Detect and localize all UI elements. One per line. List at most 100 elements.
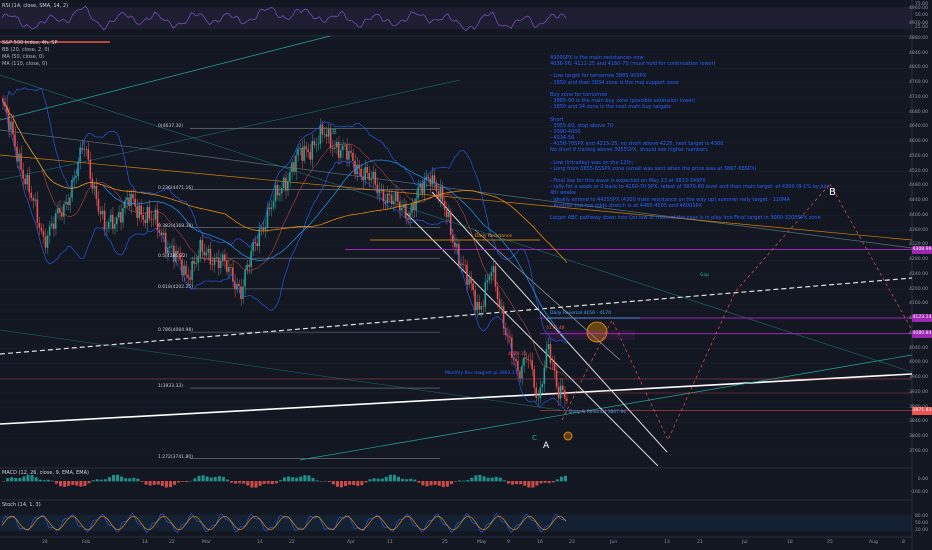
candle-body bbox=[325, 134, 328, 137]
macd-bar bbox=[217, 476, 221, 482]
candle-body bbox=[462, 263, 464, 265]
candle-body bbox=[187, 274, 189, 278]
macd-bar bbox=[360, 481, 364, 486]
fib-label: 0.382(4368.38) bbox=[158, 223, 194, 229]
macd-bar bbox=[99, 479, 103, 482]
candle-body bbox=[128, 197, 130, 207]
price-axis-label: 4960.00 bbox=[909, 6, 928, 12]
candle-body bbox=[523, 357, 525, 366]
gap-zone bbox=[545, 330, 635, 340]
candle-body bbox=[364, 167, 366, 181]
candle-body bbox=[207, 248, 210, 253]
macd-bar bbox=[352, 481, 356, 486]
candle-body bbox=[71, 179, 73, 198]
macd-pane-title[interactable]: MACD (12, 26, close, 9, EMA, EMA) bbox=[2, 470, 89, 476]
macd-bar bbox=[506, 481, 510, 484]
candle-body bbox=[242, 286, 244, 299]
candle-body bbox=[266, 207, 269, 228]
time-axis-label: 22 bbox=[169, 540, 175, 545]
target-zone bbox=[586, 321, 608, 343]
candle-body bbox=[474, 290, 476, 311]
main-pane-title[interactable]: S&P 500 Index, 4h, SP bbox=[2, 40, 58, 46]
candle-body bbox=[519, 371, 521, 379]
projection-path bbox=[561, 183, 831, 441]
price-axis-label: 4160.00 bbox=[909, 301, 928, 307]
candle-body bbox=[199, 240, 202, 257]
candle-body bbox=[50, 223, 53, 227]
candle-body bbox=[543, 367, 546, 385]
candle-body bbox=[234, 281, 236, 290]
price-axis-label: 4640.00 bbox=[909, 124, 928, 130]
macd-bar bbox=[67, 481, 71, 486]
candle-body bbox=[331, 147, 334, 149]
analysis-note[interactable]: 4300SPX is the main resistances now 4036… bbox=[550, 55, 830, 222]
candle-body bbox=[77, 161, 79, 177]
macd-bar bbox=[278, 480, 282, 482]
candle-body bbox=[274, 185, 277, 202]
ma110-legend[interactable]: MA (110, close, 0) bbox=[2, 61, 48, 67]
candle-body bbox=[56, 208, 59, 214]
macd-bar bbox=[445, 481, 449, 487]
candle-body bbox=[517, 360, 519, 372]
macd-bar bbox=[287, 476, 291, 482]
candle-body bbox=[350, 151, 352, 153]
candle-body bbox=[181, 259, 183, 276]
macd-bar bbox=[160, 481, 164, 486]
candle-body bbox=[421, 184, 423, 194]
candle-body bbox=[260, 227, 263, 229]
candle-body bbox=[69, 197, 71, 205]
macd-bar bbox=[307, 475, 311, 482]
macd-bar bbox=[132, 477, 136, 482]
drawings bbox=[0, 35, 913, 467]
channel-line bbox=[0, 74, 913, 373]
macd-bar bbox=[458, 480, 462, 482]
candle-body bbox=[415, 198, 417, 211]
candle-body bbox=[85, 148, 88, 150]
rsi-pane-title[interactable]: RSI (14, close, SMA, 14, 2) bbox=[2, 3, 69, 9]
macd-bar bbox=[539, 481, 543, 484]
red-level-label: 4175.48 bbox=[546, 326, 565, 331]
time-axis-label: 25 bbox=[442, 540, 448, 545]
macd-bar bbox=[221, 476, 225, 482]
candle-body bbox=[305, 146, 307, 150]
candle-body bbox=[317, 143, 320, 145]
candle-body bbox=[352, 152, 354, 161]
candle-body bbox=[484, 282, 487, 307]
candle-body bbox=[118, 212, 120, 218]
wave-label-c: C bbox=[532, 434, 537, 442]
candle-body bbox=[162, 232, 165, 236]
candle-body bbox=[2, 98, 4, 102]
price-axis-label: 4280.00 bbox=[909, 257, 928, 263]
macd-bar bbox=[156, 481, 160, 485]
candle-body bbox=[201, 240, 204, 252]
ma110-line bbox=[2, 101, 568, 263]
candle-body bbox=[441, 187, 444, 202]
candle-body bbox=[449, 211, 452, 235]
channel-line bbox=[299, 354, 913, 461]
candle-body bbox=[378, 190, 381, 194]
candle-body bbox=[535, 387, 537, 398]
ma50-legend[interactable]: MA (50, close, 0) bbox=[2, 54, 45, 60]
price-axis-label: 4880.00 bbox=[909, 35, 928, 41]
bb-legend[interactable]: BB (20, close, 2, 0) bbox=[2, 47, 50, 53]
candle-body bbox=[557, 386, 560, 399]
fib-label: 0.618(4202.25) bbox=[158, 284, 194, 290]
candle-body bbox=[140, 205, 142, 216]
candle-body bbox=[541, 384, 544, 388]
stoch-pane-title[interactable]: Stoch (14, 1, 3) bbox=[2, 502, 41, 508]
channel-line bbox=[0, 154, 913, 241]
macd-bar bbox=[531, 481, 535, 488]
candle-body bbox=[30, 192, 33, 198]
candle-body bbox=[297, 149, 299, 156]
candle-body bbox=[130, 194, 132, 207]
candle-body bbox=[189, 277, 191, 280]
candle-body bbox=[307, 149, 309, 153]
candle-body bbox=[323, 134, 326, 135]
candle-body bbox=[136, 206, 138, 219]
candle-body bbox=[348, 151, 350, 160]
macd-bar bbox=[107, 477, 111, 482]
grid bbox=[0, 0, 913, 550]
time-axis-label: Jun bbox=[610, 540, 618, 545]
price-axis-label: 4920.00 bbox=[909, 21, 928, 27]
candle-body bbox=[185, 265, 187, 275]
